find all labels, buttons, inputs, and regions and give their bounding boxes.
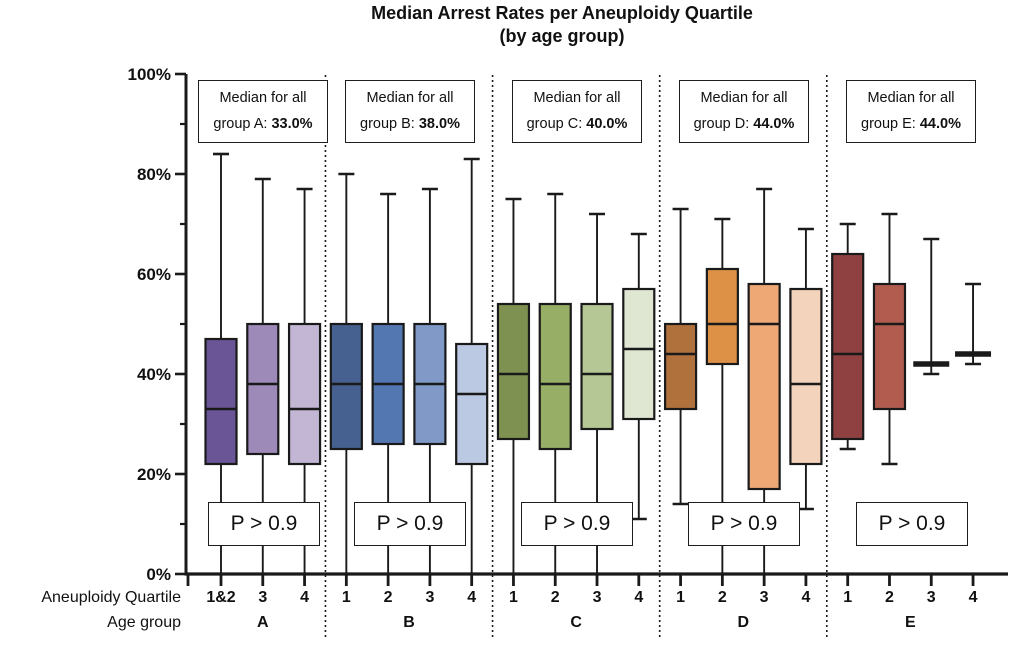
x-label-quartile-D-2: 2 bbox=[718, 589, 727, 606]
median-note-line2: group C: 40.0% bbox=[526, 115, 628, 132]
x-label-quartile-C-4: 4 bbox=[634, 589, 643, 606]
median-note-line2: group B: 38.0% bbox=[360, 115, 460, 132]
box-D-4 bbox=[789, 287, 823, 466]
x-label-quartile-A-3: 3 bbox=[258, 589, 267, 606]
median-note-line1: Median for all bbox=[867, 90, 955, 107]
x-label-quartile-A-1&2: 1&2 bbox=[206, 589, 235, 606]
y-tick-label: 60% bbox=[137, 265, 171, 284]
median-note-group-b: Median for all group B: 38.0% bbox=[345, 80, 475, 143]
box-B-4 bbox=[455, 342, 489, 466]
box-C-2 bbox=[538, 302, 572, 451]
x-label-quartile-C-2: 2 bbox=[551, 589, 560, 606]
box-C-4 bbox=[622, 287, 656, 421]
median-note-group-c: Median for all group C: 40.0% bbox=[512, 80, 642, 143]
y-tick-label: 20% bbox=[137, 465, 171, 484]
x-label-age-group-D: D bbox=[737, 614, 749, 631]
x-label-age-group-B: B bbox=[403, 614, 415, 631]
median-note-group-e: Median for all group E: 44.0% bbox=[846, 80, 976, 143]
x-axis-row2-label: Age group bbox=[107, 614, 181, 631]
box-E-1 bbox=[831, 252, 865, 441]
box-D-1 bbox=[663, 322, 698, 411]
p-value-box-group-e: P > 0.9 bbox=[856, 502, 968, 546]
median-note-line1: Median for all bbox=[219, 90, 307, 107]
median-note-line1: Median for all bbox=[700, 90, 788, 107]
median-note-line1: Median for all bbox=[366, 90, 454, 107]
x-label-quartile-D-3: 3 bbox=[760, 589, 769, 606]
x-label-quartile-E-3: 3 bbox=[927, 589, 936, 606]
x-label-age-group-C: C bbox=[570, 614, 582, 631]
x-label-quartile-D-4: 4 bbox=[801, 589, 810, 606]
p-value-box-group-b: P > 0.9 bbox=[354, 502, 466, 546]
box-D-3 bbox=[747, 282, 781, 491]
x-label-quartile-B-4: 4 bbox=[467, 589, 476, 606]
x-label-age-group-E: E bbox=[905, 614, 916, 631]
p-value-box-group-d: P > 0.9 bbox=[688, 502, 800, 546]
median-note-line2: group A: 33.0% bbox=[213, 115, 313, 132]
x-label-quartile-B-1: 1 bbox=[342, 589, 351, 606]
box-A-4 bbox=[287, 322, 322, 466]
box-C-3 bbox=[580, 302, 614, 431]
x-axis-row1-label: Aneuploidy Quartile bbox=[41, 589, 181, 606]
p-value-box-group-c: P > 0.9 bbox=[521, 502, 633, 546]
chart-subtitle: (by age group) bbox=[500, 26, 625, 46]
box-D-2 bbox=[705, 267, 739, 366]
box-A-3 bbox=[246, 322, 280, 456]
x-label-quartile-E-2: 2 bbox=[885, 589, 894, 606]
y-tick-label: 40% bbox=[137, 365, 171, 384]
x-label-quartile-A-4: 4 bbox=[300, 589, 309, 606]
median-note-group-a: Median for all group A: 33.0% bbox=[198, 80, 328, 143]
x-label-quartile-B-2: 2 bbox=[384, 589, 393, 606]
box-C-1 bbox=[496, 302, 531, 441]
median-note-group-d: Median for all group D: 44.0% bbox=[679, 80, 809, 143]
y-tick-label: 0% bbox=[146, 565, 171, 584]
x-label-quartile-E-4: 4 bbox=[969, 589, 978, 606]
box-B-1 bbox=[329, 322, 363, 451]
median-note-line2: group E: 44.0% bbox=[861, 115, 961, 132]
median-note-line2: group D: 44.0% bbox=[693, 115, 795, 132]
x-label-quartile-C-1: 1 bbox=[509, 589, 518, 606]
x-label-quartile-C-3: 3 bbox=[593, 589, 602, 606]
x-label-quartile-E-1: 1 bbox=[843, 589, 852, 606]
median-note-line1: Median for all bbox=[533, 90, 621, 107]
chart-title: Median Arrest Rates per Aneuploidy Quart… bbox=[371, 3, 753, 23]
p-value-box-group-a: P > 0.9 bbox=[208, 502, 320, 546]
x-label-quartile-B-3: 3 bbox=[425, 589, 434, 606]
box-E-2 bbox=[872, 282, 907, 411]
y-tick-label: 100% bbox=[128, 65, 171, 84]
y-tick-label: 80% bbox=[137, 165, 171, 184]
x-label-quartile-D-1: 1 bbox=[676, 589, 685, 606]
box-A-1&2 bbox=[204, 337, 238, 466]
x-label-age-group-A: A bbox=[257, 614, 269, 631]
